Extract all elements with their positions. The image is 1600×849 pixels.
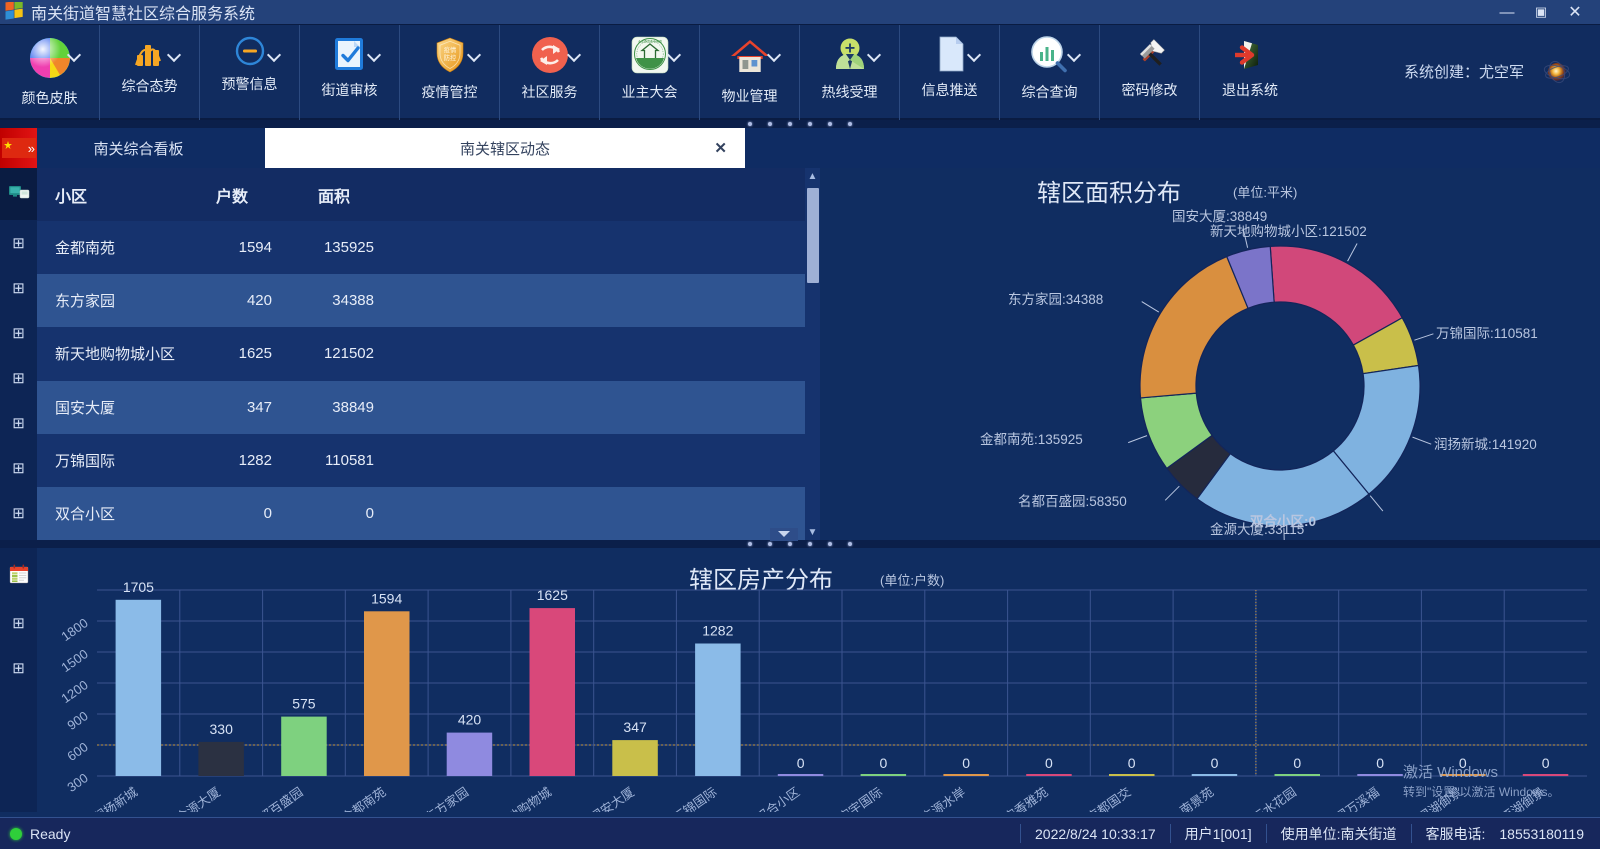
svg-text:国安大厦: 国安大厦 [587, 784, 637, 812]
svg-text:宏宇国际: 宏宇国际 [836, 784, 886, 812]
svg-text:1200: 1200 [58, 677, 90, 706]
svg-text:1282: 1282 [702, 623, 733, 639]
svg-text:0: 0 [797, 755, 805, 771]
svg-text:疫情: 疫情 [443, 45, 456, 54]
svg-text:润扬新城: 润扬新城 [91, 784, 141, 812]
svg-text:600: 600 [64, 739, 90, 764]
svg-text:名都百盛园: 名都百盛园 [246, 784, 306, 812]
svg-text:新天地购物城小区:121502: 新天地购物城小区:121502 [1210, 224, 1367, 239]
svg-text:0: 0 [962, 755, 970, 771]
svg-text:南都国交: 南都国交 [1084, 784, 1134, 812]
svg-text:1594: 1594 [371, 590, 402, 606]
svg-text:双合小区: 双合小区 [753, 784, 803, 812]
svg-text:宏香雅苑: 宏香雅苑 [1001, 784, 1051, 812]
svg-text:万锦国际:110581: 万锦国际:110581 [1436, 326, 1538, 341]
svg-text:0: 0 [1293, 755, 1301, 771]
svg-text:1800: 1800 [58, 615, 90, 644]
svg-text:575: 575 [292, 696, 316, 712]
svg-text:1500: 1500 [58, 646, 90, 675]
svg-text:金都南苑:135925: 金都南苑:135925 [980, 432, 1083, 447]
svg-text:万丰源水岸: 万丰源水岸 [909, 785, 968, 812]
svg-text:达基天水花园: 达基天水花园 [1229, 784, 1299, 812]
svg-text:330: 330 [210, 721, 234, 737]
svg-text:0: 0 [1128, 755, 1136, 771]
svg-text:0: 0 [1211, 755, 1219, 771]
svg-text:金都南苑: 金都南苑 [339, 784, 389, 812]
svg-text:1625: 1625 [537, 587, 568, 603]
svg-text:420: 420 [458, 712, 482, 728]
svg-text:金源大厦: 金源大厦 [173, 784, 223, 812]
svg-text:0: 0 [880, 755, 888, 771]
svg-text:国万溪福: 国万溪福 [1332, 784, 1382, 812]
svg-text:347: 347 [623, 719, 647, 735]
svg-text:0: 0 [1376, 755, 1384, 771]
svg-text:润扬新城:141920: 润扬新城:141920 [1434, 437, 1537, 452]
svg-text:新天地购物城: 新天地购物城 [484, 784, 554, 812]
svg-text:南景苑: 南景苑 [1177, 784, 1217, 812]
svg-text:名都百盛园:58350: 名都百盛园:58350 [1018, 494, 1127, 509]
svg-text:东方家园:34388: 东方家园:34388 [1008, 291, 1103, 307]
svg-text:业主委员会专用章: 业主委员会专用章 [637, 39, 661, 44]
svg-text:国安大厦:38849: 国安大厦:38849 [1172, 209, 1267, 224]
svg-text:900: 900 [64, 708, 90, 733]
svg-text:0: 0 [1045, 755, 1053, 771]
svg-text:东方家园: 东方家园 [422, 784, 472, 812]
svg-text:万锦国际: 万锦国际 [671, 785, 720, 812]
svg-text:金源大厦:33115: 金源大厦:33115 [1210, 522, 1304, 537]
svg-text:300: 300 [64, 770, 90, 795]
svg-text:防控: 防控 [443, 53, 456, 62]
svg-text:1705: 1705 [123, 579, 154, 595]
